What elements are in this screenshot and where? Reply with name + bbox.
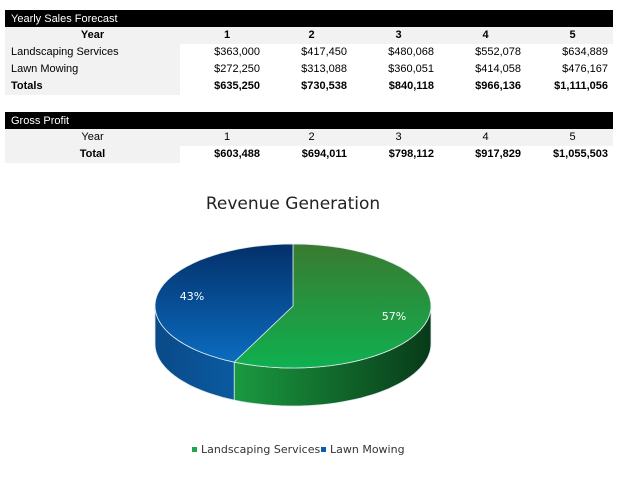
data-label: 57%: [382, 310, 406, 323]
year-cell: 3: [395, 29, 402, 41]
table-row: Landscaping Services $363,000 $417,450 $…: [5, 44, 613, 61]
year-label: Year: [5, 27, 180, 44]
year-cell: 2: [308, 29, 315, 41]
legend: Landscaping Services Lawn Mowing: [192, 443, 405, 456]
table-row: Lawn Mowing $272,250 $313,088 $360,051 $…: [5, 61, 613, 78]
year-cell: 1: [223, 131, 231, 143]
cell: $966,136: [475, 80, 521, 92]
slice-0: [233, 243, 432, 369]
revenue-pie-chart: Revenue Generation 57% 43% Landscaping Se…: [154, 194, 432, 456]
cell: $603,488: [214, 148, 260, 160]
total-row: Total $603,488 $694,011 $798,112 $917,82…: [5, 146, 613, 163]
year-cell: 4: [482, 29, 489, 41]
cell: $635,250: [214, 80, 260, 92]
cell: $694,011: [301, 148, 347, 160]
slice-1: [154, 243, 294, 363]
row-label: Totals: [5, 78, 180, 95]
row-label: Lawn Mowing: [5, 61, 180, 78]
cell: $480,068: [388, 46, 434, 58]
year-cell: 5: [569, 131, 576, 143]
table-title: Yearly Sales Forecast: [5, 10, 613, 27]
row-label: Landscaping Services: [5, 44, 180, 61]
cell: $360,051: [388, 63, 434, 75]
sales-forecast-table: Yearly Sales Forecast Year 1 2 3 4 5 Lan…: [5, 10, 613, 95]
legend-swatch: [192, 447, 197, 452]
chart-title: Revenue Generation: [206, 194, 380, 214]
cell: $798,112: [388, 148, 434, 160]
year-cell: 2: [308, 131, 315, 143]
year-cell: 5: [569, 29, 576, 41]
year-cell: 4: [482, 131, 489, 143]
gross-profit-table: Gross Profit Year 1 2 3 4 5 Total $603,4…: [5, 112, 613, 163]
cell: $634,889: [562, 46, 608, 58]
cell: $414,058: [475, 63, 521, 75]
cell: $1,055,503: [552, 148, 608, 160]
legend-label: Landscaping Services: [201, 443, 320, 456]
cell: $476,167: [562, 63, 608, 75]
cell: $272,250: [214, 63, 260, 75]
legend-swatch: [321, 447, 326, 452]
cell: $417,450: [301, 46, 347, 58]
data-label: 43%: [180, 290, 204, 303]
totals-row: Totals $635,250 $730,538 $840,118 $966,1…: [5, 78, 613, 95]
header-row: Year 1 2 3 4 5: [5, 129, 613, 146]
cell: $840,118: [388, 80, 434, 92]
year-label: Year: [5, 129, 180, 146]
header-row: Year 1 2 3 4 5: [5, 27, 613, 44]
row-label: Total: [5, 146, 180, 163]
cell: $917,829: [475, 148, 521, 160]
cell: $1,111,056: [554, 80, 608, 92]
cell: $313,088: [301, 63, 347, 75]
legend-label: Lawn Mowing: [330, 443, 405, 456]
cell: $363,000: [214, 46, 260, 58]
cell: $552,078: [475, 46, 521, 58]
table-title: Gross Profit: [5, 112, 613, 129]
year-cell: 1: [223, 29, 231, 41]
year-cell: 3: [395, 131, 402, 143]
cell: $730,538: [301, 80, 347, 92]
